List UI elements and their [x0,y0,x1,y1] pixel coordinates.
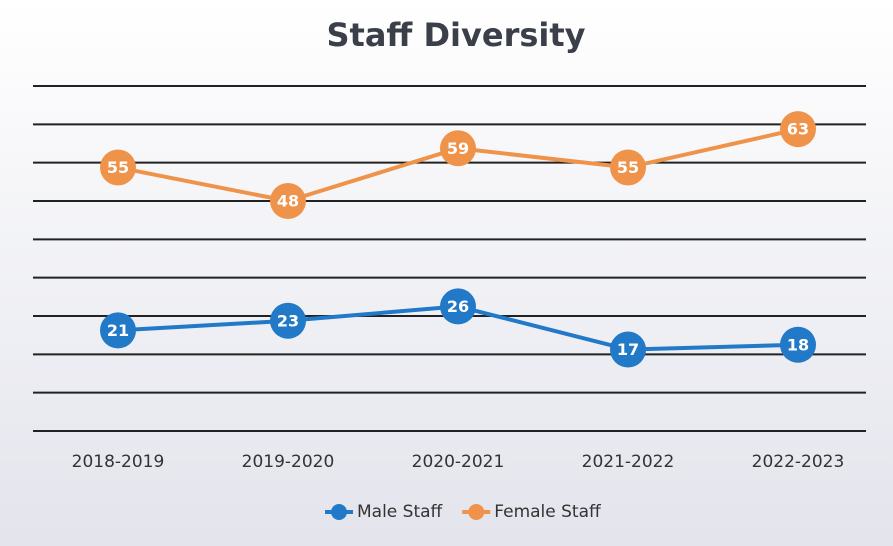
marker [100,149,136,186]
data-label: 55 [617,158,639,177]
legend-swatch [468,504,485,520]
data-label: 21 [107,321,129,340]
marker [780,326,816,363]
legend-item: Female Staff [462,502,602,522]
marker [780,111,816,148]
data-label: 48 [277,192,299,211]
data-label: 26 [447,297,469,316]
data-label: 17 [617,340,639,359]
marker [440,288,476,325]
x-tick-label: 2019-2020 [242,452,335,472]
x-tick-label: 2022-2023 [752,452,845,472]
marker [440,130,476,167]
data-label: 59 [447,139,469,158]
data-label: 18 [787,335,809,354]
legend-swatch [331,504,347,520]
data-label: 23 [277,311,299,330]
marker [270,302,306,339]
marker [610,331,646,368]
legend-label: Male Staff [357,502,444,522]
marker [100,312,136,349]
marker [610,149,646,186]
x-tick-label: 2020-2021 [412,452,505,472]
legend-label: Female Staff [494,502,602,522]
data-label: 55 [107,158,129,177]
x-tick-label: 2018-2019 [72,452,165,472]
chart-title: Staff Diversity [326,16,585,54]
x-tick-label: 2021-2022 [582,452,675,472]
marker [270,183,306,219]
data-label: 63 [787,120,809,139]
legend-item: Male Staff [325,502,444,522]
